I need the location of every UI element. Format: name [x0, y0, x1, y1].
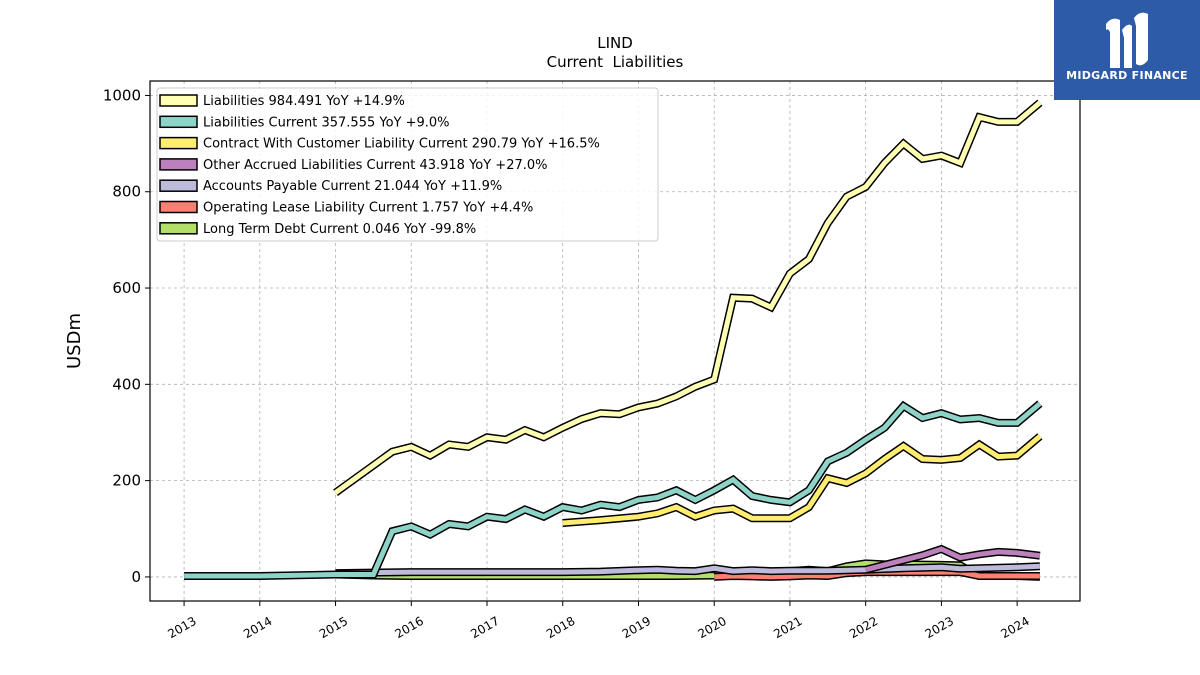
y-tick-label: 800	[112, 183, 141, 201]
x-tick-label: 2022	[847, 614, 880, 641]
x-tick-label: 2014	[241, 614, 274, 641]
x-tick-label: 2016	[393, 614, 426, 641]
series-outline	[184, 400, 1043, 580]
x-tick-label: 2023	[923, 614, 956, 641]
series-line	[335, 563, 1041, 576]
x-tick-label: 2024	[998, 614, 1031, 641]
plot-frame	[149, 80, 1081, 602]
chart-subtitle: Current Liabilities	[547, 53, 684, 71]
series-liabilities-yoy	[333, 99, 1043, 496]
series-line	[865, 546, 1041, 573]
legend-swatch	[159, 222, 198, 235]
x-tick-label: 2021	[771, 614, 804, 641]
x-tick-label: 2019	[620, 614, 653, 641]
chart-title: LIND	[597, 34, 633, 52]
legend-swatch	[159, 136, 198, 150]
midgard-logo-icon	[1106, 12, 1148, 68]
x-tick-label: 2015	[317, 614, 350, 641]
legend-label: Accounts Payable Current 21.044 YoY +11.…	[203, 179, 502, 194]
y-tick-label: 200	[112, 472, 141, 490]
y-tick-label: 0	[131, 568, 141, 586]
y-axis-ticks: 0 200 400 600 800 1000	[103, 86, 150, 586]
legend-swatch	[159, 115, 198, 129]
midgard-finance-logo: MIDGARD FINANCE	[1054, 0, 1200, 100]
legend-swatch	[159, 94, 198, 107]
legend-label: Long Term Debt Current 0.046 YoY -99.8%	[203, 222, 476, 237]
series-contract-with-customer-liability-current	[562, 433, 1043, 527]
series-line	[334, 100, 1042, 495]
logo-text: MIDGARD FINANCE	[1066, 69, 1188, 82]
x-tick-label: 2020	[695, 614, 728, 641]
y-tick-label: 1000	[103, 86, 141, 104]
legend-swatch	[159, 158, 198, 171]
y-axis-label: USDm	[64, 313, 85, 369]
legend-label: Liabilities 984.491 YoY +14.9%	[203, 94, 405, 109]
y-tick-label: 600	[112, 279, 141, 297]
legend-label: Liabilities Current 357.555 YoY +9.0%	[203, 115, 450, 130]
series-other-accrued-liabilities-current-yoy	[864, 544, 1041, 574]
legend: Liabilities 984.491 YoY +14.9% Liabilitie…	[156, 87, 659, 242]
legend-label: Contract With Customer Liability Current…	[203, 137, 600, 152]
series-accounts-payable-current-yoy	[335, 562, 1041, 578]
series-line	[184, 401, 1042, 579]
series-line	[562, 434, 1042, 526]
legend-label: Operating Lease Liability Current 1.757 …	[203, 201, 533, 216]
x-tick-label: 2018	[544, 614, 577, 641]
x-tick-label: 2017	[468, 614, 501, 641]
series-layer	[184, 99, 1043, 581]
legend-box	[156, 87, 659, 242]
x-axis-ticks: 2013 2014 2015 2016 2017 2018 2019 2020 2021 2022…	[165, 601, 1032, 641]
legend-label: Other Accrued Liabilities Current 43.918…	[203, 158, 548, 173]
series-liabilities-current-yoy	[184, 400, 1043, 580]
x-tick-label: 2013	[165, 614, 198, 641]
y-tick-label: 400	[112, 375, 141, 393]
legend-swatch	[159, 200, 198, 214]
legend-swatch	[159, 179, 198, 192]
